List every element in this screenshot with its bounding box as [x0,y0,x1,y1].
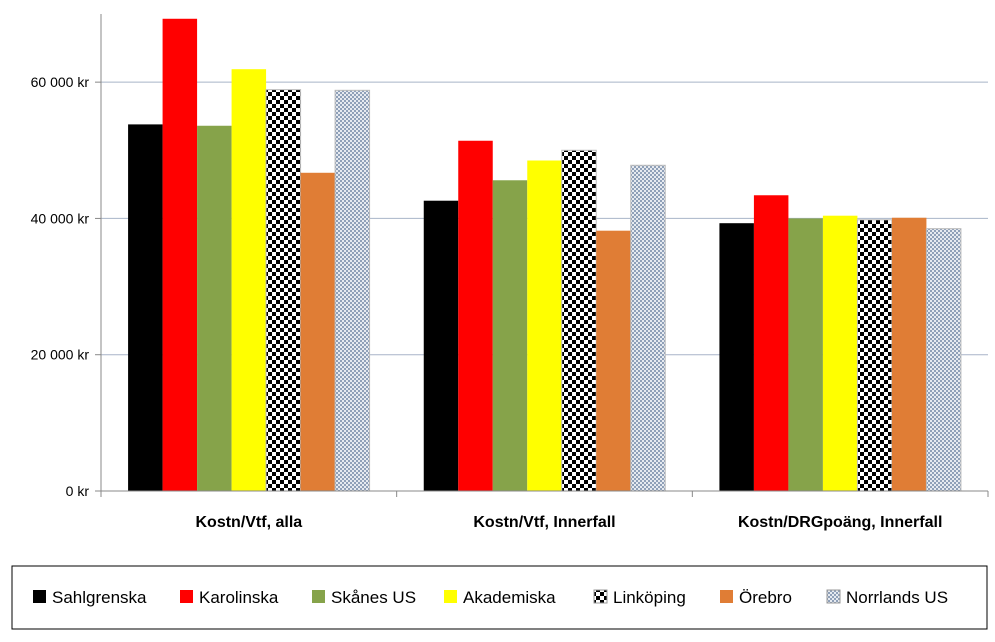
bar [561,149,597,492]
legend-swatch [444,590,457,603]
legend-label: Linköping [613,588,686,607]
legend-label: Örebro [739,588,792,607]
bar [596,230,631,492]
category-labels: Kostn/Vtf, alla Kostn/Vtf, Innerfall Kostn… [195,514,942,531]
bar [265,89,302,492]
legend-swatch [593,589,608,604]
bar [891,217,927,492]
bars [128,18,962,492]
bar [423,200,459,491]
bar [527,160,562,491]
category-label: Kostn/Vtf, Innerfall [473,514,615,531]
legend-swatch [180,590,193,603]
legend-label: Sahlgrenska [52,588,147,607]
bar [231,69,267,492]
category-label: Kostn/Vtf, alla [195,514,302,531]
legend-label: Skånes US [331,588,416,607]
category-label: Kostn/DRGpoäng, Innerfall [738,514,942,531]
bar [458,140,493,491]
bar [300,172,336,491]
y-tick-label: 40 000 kr [31,210,90,226]
bar [197,125,232,492]
y-tick-label: 60 000 kr [31,74,90,90]
y-tick-labels: 0 kr 20 000 kr 40 000 kr 60 000 kr [31,74,90,499]
legend-label: Karolinska [199,588,279,607]
bar [822,215,858,491]
legend-swatch [720,590,733,603]
y-tick-label: 0 kr [66,483,90,499]
bar [788,218,823,491]
bar [128,124,163,492]
bar [856,219,893,492]
y-tick-label: 20 000 kr [31,347,90,363]
legend-swatch [33,590,46,603]
legend: Sahlgrenska Karolinska Skånes US Akademiska… [11,565,988,630]
legend-swatch [826,589,841,604]
legend-label: Akademiska [463,588,556,607]
bar [162,18,198,492]
bar [753,195,789,491]
bar [719,223,754,491]
axes [100,14,989,497]
legend-label: Norrlands US [846,588,948,607]
bar [492,180,528,492]
bar [925,228,962,492]
bar [630,164,666,492]
bar [334,89,371,492]
legend-swatch [312,590,325,603]
legend-box [11,565,988,630]
